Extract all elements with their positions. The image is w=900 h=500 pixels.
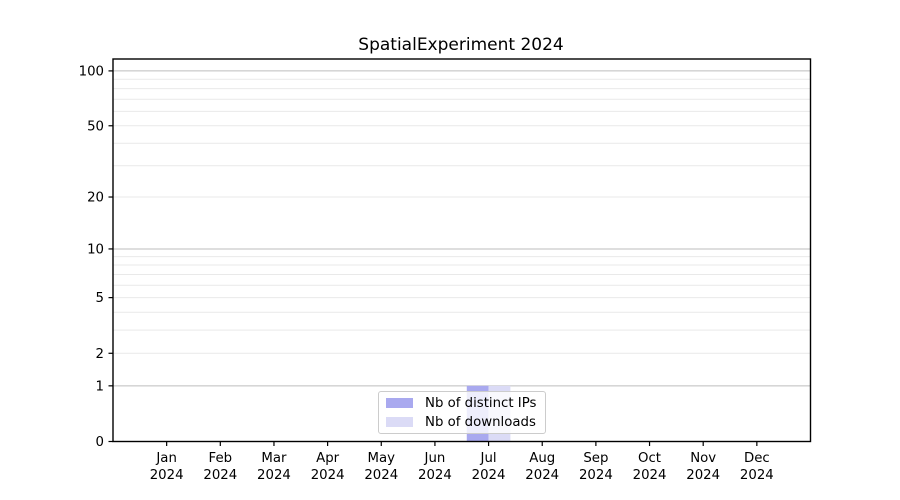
y-tick-label: 10 [87, 243, 104, 258]
x-tick-label-year: 2024 [257, 468, 291, 483]
x-tick-label-month: Oct [638, 451, 661, 466]
chart-title: SpatialExperiment 2024 [358, 35, 564, 55]
legend-item-downloads: Nb of downloads [386, 413, 545, 432]
x-tick-label-year: 2024 [311, 468, 345, 483]
legend: Nb of distinct IPs Nb of downloads [378, 391, 546, 434]
legend-label-distinct-ips: Nb of distinct IPs [425, 395, 537, 411]
x-tick-label-month: Apr [316, 451, 340, 466]
x-tick-label-month: Jan [155, 451, 177, 466]
y-tick-label: 2 [96, 347, 104, 362]
legend-item-distinct-ips: Nb of distinct IPs [386, 394, 545, 413]
legend-label-downloads: Nb of downloads [425, 414, 536, 430]
x-tick-label-year: 2024 [740, 468, 774, 483]
x-tick-label-year: 2024 [364, 468, 398, 483]
y-tick-label: 20 [87, 191, 104, 206]
y-tick-label: 50 [87, 119, 104, 134]
axes-spines [112, 58, 812, 443]
x-tick-label-month: Nov [690, 451, 716, 466]
x-tick-label-year: 2024 [203, 468, 237, 483]
x-tick-label-month: Sep [583, 451, 608, 466]
x-tick-label-month: Jun [424, 451, 446, 466]
x-tick-label-month: Dec [744, 451, 770, 466]
legend-swatch-downloads-icon [386, 417, 413, 427]
x-tick-label-month: Aug [529, 451, 555, 466]
x-tick-label-year: 2024 [525, 468, 559, 483]
y-tick-label: 0 [96, 435, 104, 450]
x-tick-label-year: 2024 [418, 468, 452, 483]
x-tick-label-year: 2024 [633, 468, 667, 483]
x-tick-label-year: 2024 [472, 468, 506, 483]
legend-swatch-distinct-ips-icon [386, 398, 413, 408]
y-tick-label: 5 [96, 291, 104, 306]
x-tick-label-month: May [368, 451, 396, 466]
x-tick-label-month: Jul [480, 451, 497, 466]
y-tick-label: 100 [79, 65, 104, 80]
x-tick-label-month: Feb [209, 451, 233, 466]
x-tick-label-month: Mar [261, 451, 287, 466]
x-tick-label-year: 2024 [686, 468, 720, 483]
x-tick-label-year: 2024 [579, 468, 613, 483]
x-tick-label-year: 2024 [150, 468, 184, 483]
y-tick-label: 1 [96, 379, 104, 394]
